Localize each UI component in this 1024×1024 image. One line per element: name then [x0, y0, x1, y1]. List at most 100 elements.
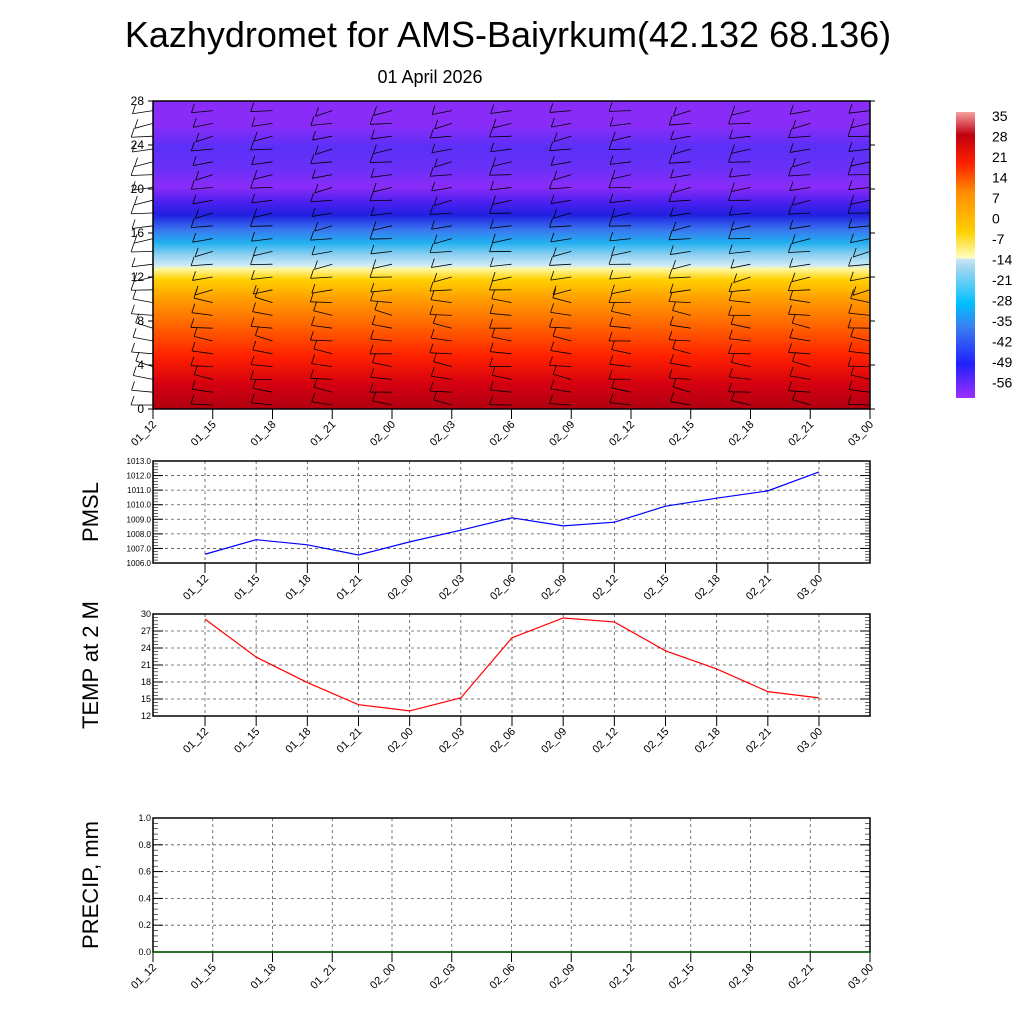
wind-barb	[314, 225, 333, 232]
wind-barb-feather	[250, 317, 255, 327]
wind-barb-feather	[609, 116, 614, 127]
wind-barb-feather	[549, 179, 553, 190]
x-tick-label: 02_21	[744, 573, 774, 603]
wind-barb-feather	[491, 366, 496, 376]
wind-barb-feather	[609, 155, 614, 165]
wind-barb	[134, 238, 154, 244]
wind-barb-feather	[672, 301, 676, 311]
wind-barb	[372, 225, 393, 231]
wind-barb	[553, 174, 572, 181]
wind-barb	[192, 276, 213, 281]
wind-barb	[370, 251, 393, 255]
x-tick-label: 02_09	[547, 419, 577, 449]
wind-barb-feather	[608, 369, 613, 380]
wind-barb-feather	[788, 166, 792, 177]
wind-barb	[310, 301, 333, 303]
wind-barb	[372, 323, 393, 329]
y-tick-label: 1009.0	[127, 515, 152, 524]
y-tick-label: 20	[131, 182, 145, 196]
wind-barb-feather	[728, 191, 732, 201]
wind-barb	[193, 123, 213, 128]
x-tick-label: 02_18	[727, 419, 757, 449]
wind-barb-feather	[314, 221, 319, 232]
wind-barb	[852, 289, 871, 296]
wind-barb	[729, 289, 751, 293]
wind-barb	[788, 390, 811, 393]
wind-barb	[789, 337, 811, 342]
wind-barb	[312, 174, 333, 179]
wind-barb	[132, 148, 154, 153]
wind-barb	[850, 123, 871, 129]
colorbar-label: 35	[992, 108, 1008, 124]
wind-barb-feather	[131, 142, 136, 153]
wind-barb	[553, 212, 572, 219]
x-tick-label: 02_15	[642, 726, 672, 756]
wind-barb-feather	[792, 390, 797, 400]
wind-barb	[433, 238, 452, 245]
wind-barb	[192, 161, 213, 167]
wind-barb	[611, 251, 632, 256]
wind-barb-feather	[728, 167, 733, 178]
x-tick-label: 02_00	[386, 573, 416, 603]
wind-barb-feather	[130, 166, 135, 176]
x-tick-label: 02_06	[488, 726, 518, 756]
y-tick-label: 0.8	[138, 840, 151, 850]
wind-barb	[490, 313, 512, 316]
wind-barb-feather	[132, 104, 136, 114]
wind-barb	[429, 251, 452, 254]
wind-barb-feather	[190, 394, 195, 405]
x-tick-label: 03_00	[846, 419, 876, 449]
wind-barb	[191, 312, 213, 316]
wind-barb	[788, 251, 811, 253]
wind-barb-feather	[490, 180, 494, 191]
wind-barb-feather	[549, 256, 553, 266]
wind-barb-feather	[430, 258, 435, 268]
wind-barb	[668, 276, 691, 279]
x-tick-label: 02_12	[607, 962, 637, 992]
colorbar-label: 14	[992, 170, 1008, 186]
x-tick-label: 01_15	[232, 726, 262, 756]
wind-barb-feather	[728, 291, 733, 301]
wind-barb-feather	[429, 205, 434, 215]
wind-barb	[191, 148, 213, 152]
wind-barb-feather	[787, 281, 792, 291]
wind-barb-feather	[668, 292, 673, 302]
wind-barb-feather	[132, 328, 137, 338]
wind-barb-feather	[250, 102, 255, 112]
wind-barb-feather	[489, 257, 494, 267]
wind-barb-feather	[789, 366, 794, 377]
y-tick-label: 1012.0	[127, 472, 152, 481]
panel-frame	[152, 613, 871, 717]
wind-barb	[792, 199, 811, 206]
wind-barb-feather	[608, 331, 613, 341]
wind-barb-feather	[250, 393, 255, 403]
wind-barb-feather	[253, 208, 258, 218]
x-tick-label: 03_00	[795, 573, 825, 603]
wind-barb	[731, 110, 751, 116]
wind-barb	[131, 174, 154, 176]
wind-barb-feather	[131, 257, 136, 267]
wind-barb	[609, 161, 632, 165]
x-tick-label: 02_18	[693, 726, 723, 756]
colorbar-label: -49	[992, 354, 1012, 370]
wind-barb-feather	[370, 291, 374, 301]
y-axis-title: PRECIP, mm	[78, 821, 103, 949]
wind-barb-feather	[130, 395, 135, 406]
wind-barb-feather	[847, 395, 852, 405]
wind-barb-feather	[491, 327, 496, 338]
wind-barb-feather	[672, 145, 677, 155]
wind-barb-feather	[549, 394, 553, 404]
y-tick-label: 8	[137, 314, 144, 328]
wind-barb-feather	[669, 207, 674, 217]
temperature-field	[153, 101, 870, 409]
wind-barb-feather	[432, 314, 437, 324]
wind-barb-feather	[131, 219, 136, 229]
wind-barb-feather	[733, 273, 738, 283]
y-tick-label: 1011.0	[127, 486, 151, 495]
wind-barb-feather	[791, 272, 796, 282]
wind-barb	[311, 363, 333, 367]
wind-barb-feather	[553, 132, 558, 142]
wind-barb	[788, 313, 811, 316]
wind-barb	[551, 161, 572, 166]
wind-barb	[669, 123, 691, 126]
